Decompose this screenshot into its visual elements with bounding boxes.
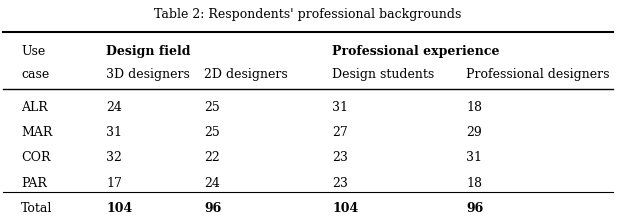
Text: Table 2: Respondents' professional backgrounds: Table 2: Respondents' professional backg…: [154, 8, 461, 21]
Text: 24: 24: [204, 177, 220, 189]
Text: 24: 24: [106, 101, 122, 114]
Text: 27: 27: [332, 126, 348, 139]
Text: 104: 104: [332, 202, 358, 215]
Text: 25: 25: [204, 126, 220, 139]
Text: Professional experience: Professional experience: [332, 45, 500, 58]
Text: Use: Use: [21, 45, 45, 58]
Text: 2D designers: 2D designers: [204, 68, 288, 81]
Text: 31: 31: [106, 126, 122, 139]
Text: COR: COR: [21, 151, 51, 164]
Text: 22: 22: [204, 151, 220, 164]
Text: 31: 31: [332, 101, 348, 114]
Text: 29: 29: [467, 126, 482, 139]
Text: 32: 32: [106, 151, 122, 164]
Text: 23: 23: [332, 151, 348, 164]
Text: 18: 18: [467, 101, 483, 114]
Text: 23: 23: [332, 177, 348, 189]
Text: 3D designers: 3D designers: [106, 68, 190, 81]
Text: 17: 17: [106, 177, 122, 189]
Text: PAR: PAR: [21, 177, 47, 189]
Text: Professional designers: Professional designers: [467, 68, 610, 81]
Text: 31: 31: [467, 151, 483, 164]
Text: 25: 25: [204, 101, 220, 114]
Text: MAR: MAR: [21, 126, 52, 139]
Text: 18: 18: [467, 177, 483, 189]
Text: Design field: Design field: [106, 45, 191, 58]
Text: Total: Total: [21, 202, 52, 215]
Text: Design students: Design students: [332, 68, 435, 81]
Text: ALR: ALR: [21, 101, 48, 114]
Text: 104: 104: [106, 202, 132, 215]
Text: case: case: [21, 68, 49, 81]
Text: 96: 96: [204, 202, 221, 215]
Text: 96: 96: [467, 202, 484, 215]
